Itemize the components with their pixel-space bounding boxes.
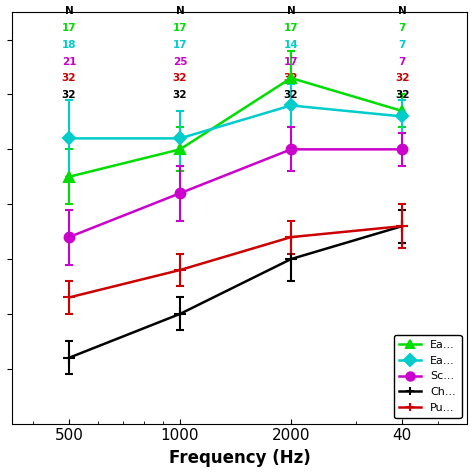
Text: N: N (287, 6, 295, 16)
Text: 32: 32 (173, 73, 187, 83)
Text: 32: 32 (395, 90, 410, 100)
Text: 14: 14 (284, 40, 298, 50)
Text: 32: 32 (173, 90, 187, 100)
Legend: Ea..., Ea..., Sc..., Ch..., Pu...: Ea..., Ea..., Sc..., Ch..., Pu... (393, 335, 462, 418)
Text: 32: 32 (284, 90, 298, 100)
Text: 18: 18 (62, 40, 76, 50)
Text: N: N (176, 6, 184, 16)
Text: 17: 17 (284, 56, 298, 67)
X-axis label: Frequency (Hz): Frequency (Hz) (169, 449, 310, 467)
Text: N: N (64, 6, 73, 16)
Text: 7: 7 (399, 56, 406, 67)
Text: 17: 17 (284, 23, 298, 33)
Text: N: N (398, 6, 407, 16)
Text: 32: 32 (395, 73, 410, 83)
Text: 32: 32 (284, 73, 298, 83)
Text: 17: 17 (62, 23, 76, 33)
Text: 21: 21 (62, 56, 76, 67)
Text: 17: 17 (173, 40, 187, 50)
Text: 7: 7 (399, 40, 406, 50)
Text: 17: 17 (173, 23, 187, 33)
Text: 32: 32 (62, 90, 76, 100)
Text: 32: 32 (62, 73, 76, 83)
Text: 25: 25 (173, 56, 187, 67)
Text: 7: 7 (399, 23, 406, 33)
